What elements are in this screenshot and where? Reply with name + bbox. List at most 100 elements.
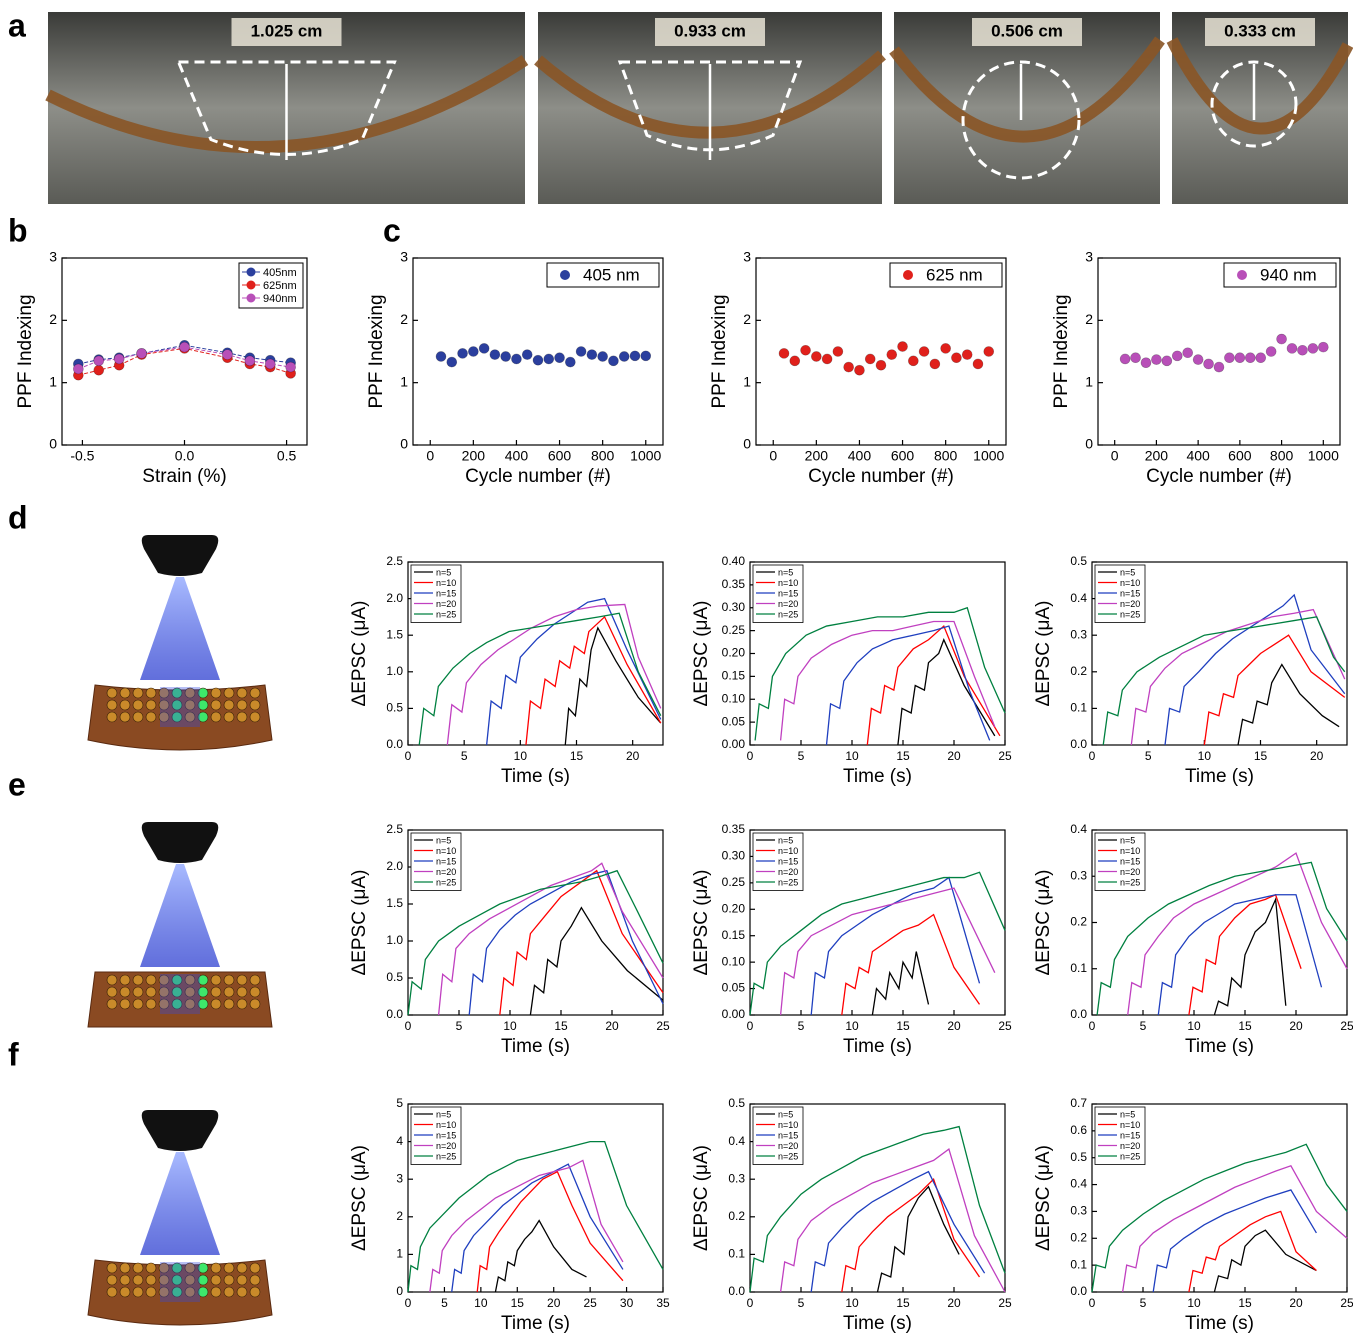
- data-point: [1307, 343, 1319, 354]
- panel-label: d: [8, 499, 28, 535]
- atom: [106, 711, 118, 723]
- x-axis-label: Time (s): [1185, 1313, 1254, 1334]
- x-tick-label: 15: [896, 1296, 910, 1310]
- legend-label: n=5: [436, 1109, 451, 1119]
- atom: [249, 986, 261, 998]
- atom: [223, 1262, 235, 1274]
- data-point: [640, 350, 652, 362]
- y-tick-label: 3: [743, 249, 751, 265]
- atom: [132, 986, 144, 998]
- atom: [132, 998, 144, 1010]
- x-tick-label: 0: [405, 1019, 412, 1033]
- y-tick-label: 0.1: [728, 1247, 745, 1261]
- plot-frame: [749, 829, 1006, 1016]
- x-tick-label: 5: [1140, 1296, 1147, 1310]
- y-tick-label: 0.15: [722, 928, 746, 942]
- data-point: [789, 355, 801, 367]
- atom: [171, 1262, 183, 1274]
- y-tick-label: 0.1: [1070, 1257, 1087, 1271]
- atom: [106, 1262, 118, 1274]
- series-line: [866, 624, 1001, 746]
- series-line: [897, 638, 996, 746]
- series-line: [841, 1178, 981, 1293]
- atom: [132, 699, 144, 711]
- y-tick-label: 0.10: [722, 954, 746, 968]
- legend-label: n=25: [1120, 1151, 1140, 1161]
- legend-label: n=15: [436, 588, 456, 598]
- y-tick-label: 2: [49, 311, 57, 327]
- atom: [236, 986, 248, 998]
- data-point: [264, 358, 276, 370]
- data-point: [222, 349, 233, 360]
- legend-label: n=20: [778, 599, 798, 609]
- plot-frame: [755, 257, 1007, 446]
- y-tick-label: 0.5: [1070, 554, 1087, 568]
- y-tick-label: 0.4: [1070, 822, 1087, 836]
- atom: [184, 998, 196, 1010]
- x-tick-label: 5: [1145, 749, 1152, 763]
- series-line: [407, 869, 664, 1016]
- bent-film: [1166, 37, 1353, 135]
- y-tick-label: 2: [400, 311, 408, 327]
- data-point: [93, 355, 105, 367]
- atom: [132, 711, 144, 723]
- legend-marker: [1237, 270, 1247, 280]
- atom: [249, 1262, 261, 1274]
- data-point: [1318, 341, 1329, 353]
- y-tick-label: 0.2: [728, 1209, 745, 1223]
- data-point: [1286, 343, 1298, 354]
- legend-label: 625 nm: [926, 265, 983, 284]
- atom: [106, 687, 118, 699]
- y-axis-label: ΔEPSC (μA): [1033, 870, 1054, 976]
- y-tick-label: 1: [743, 373, 751, 389]
- data-point: [1297, 344, 1308, 356]
- atom: [249, 1286, 261, 1298]
- series-line: [429, 1159, 624, 1293]
- x-tick-label: 25: [998, 1019, 1012, 1033]
- legend-label: n=25: [778, 1151, 798, 1161]
- legend-box: [410, 564, 462, 623]
- series-line: [1237, 663, 1340, 746]
- atom: [197, 711, 209, 723]
- y-axis-label: ΔEPSC (μA): [349, 601, 370, 707]
- x-tick-label: 5: [798, 749, 805, 763]
- lens: [141, 535, 219, 576]
- x-tick-label: 15: [570, 749, 584, 763]
- atom: [171, 986, 183, 998]
- atom: [197, 974, 209, 986]
- photo-label: 0.933 cm: [674, 21, 746, 40]
- y-tick-label: 0.5: [386, 701, 403, 715]
- y-axis-label: ΔEPSC (μA): [691, 1145, 712, 1251]
- legend-label: n=20: [436, 599, 456, 609]
- data-point: [821, 353, 833, 365]
- legend-label: n=10: [436, 578, 456, 588]
- x-axis-label: Time (s): [1185, 1036, 1254, 1057]
- x-tick-label: 5: [798, 1019, 805, 1033]
- atom: [210, 1262, 222, 1274]
- x-tick-label: 0: [747, 749, 754, 763]
- data-point: [843, 361, 854, 373]
- atom: [236, 974, 248, 986]
- x-tick-label: 5: [441, 1296, 448, 1310]
- x-tick-label: 5: [456, 1019, 463, 1033]
- y-axis-label: PPF Indexing: [1051, 294, 1072, 408]
- data-point: [532, 354, 544, 366]
- series-line: [1121, 1164, 1348, 1293]
- atom: [184, 1262, 196, 1274]
- light-cone: [140, 1152, 220, 1255]
- legend-label: n=25: [436, 877, 456, 887]
- data-point: [521, 349, 533, 360]
- atom: [132, 974, 144, 986]
- atom: [249, 1274, 261, 1286]
- data-point: [908, 355, 919, 367]
- x-tick-label: 15: [511, 1296, 525, 1310]
- data-point: [800, 344, 811, 356]
- x-tick-label: 0: [747, 1296, 754, 1310]
- series-line: [529, 906, 664, 1016]
- x-tick-label: 200: [805, 448, 829, 464]
- y-tick-label: 1.5: [386, 896, 403, 910]
- y-tick-label: 0.25: [722, 875, 746, 889]
- y-tick-label: 2: [396, 1209, 403, 1223]
- data-point: [489, 349, 501, 360]
- series-line: [407, 1140, 664, 1293]
